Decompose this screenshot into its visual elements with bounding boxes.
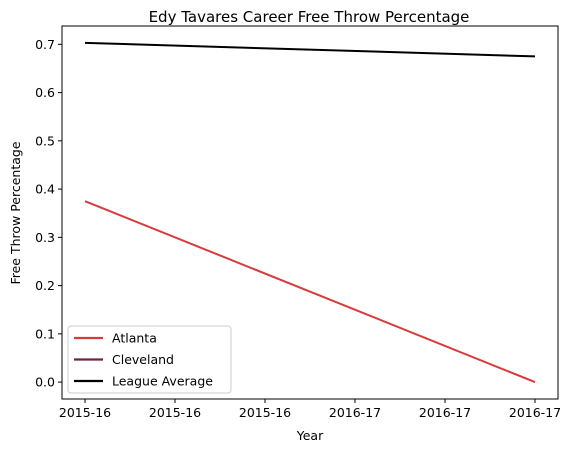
legend-box [67, 325, 232, 394]
y-tick-label: 0.6 [35, 85, 55, 100]
legend: Atlanta Cleveland League Average [67, 325, 232, 394]
y-axis-label: Free Throw Percentage [8, 141, 23, 284]
data-lines [84, 41, 536, 384]
y-tick-label: 0.0 [35, 375, 55, 390]
legend-label-league-average: League Average [112, 374, 213, 389]
y-tick-label: 0.3 [35, 230, 55, 245]
y-tick-label: 0.5 [35, 133, 55, 148]
legend-label-atlanta: Atlanta [112, 331, 157, 346]
x-tick-label: 2016-17 [509, 405, 561, 420]
y-tick-label: 0.1 [35, 326, 55, 341]
chart-title: Edy Tavares Career Free Throw Percentage [149, 8, 470, 26]
y-tick-label: 0.7 [35, 37, 55, 52]
plot-area [61, 25, 559, 400]
x-axis-label: Year [296, 428, 324, 443]
legend-label-cleveland: Cleveland [112, 352, 174, 367]
y-tick-label: 0.4 [35, 182, 55, 197]
series-line-atlanta [84, 200, 536, 384]
x-tick-label: 2015-16 [149, 405, 201, 420]
x-tick-label: 2015-16 [239, 405, 291, 420]
x-axis-ticks: 2015-16 2015-16 2015-16 2016-17 2016-17 2016-… [59, 399, 561, 420]
x-tick-label: 2015-16 [59, 405, 111, 420]
y-tick-label: 0.2 [35, 278, 55, 293]
x-tick-label: 2016-17 [419, 405, 471, 420]
series-line-league-average [84, 41, 536, 58]
x-tick-label: 2016-17 [329, 405, 381, 420]
y-axis-ticks: 0.0 0.1 0.2 0.3 0.4 0.5 0.6 0.7 [35, 37, 62, 390]
